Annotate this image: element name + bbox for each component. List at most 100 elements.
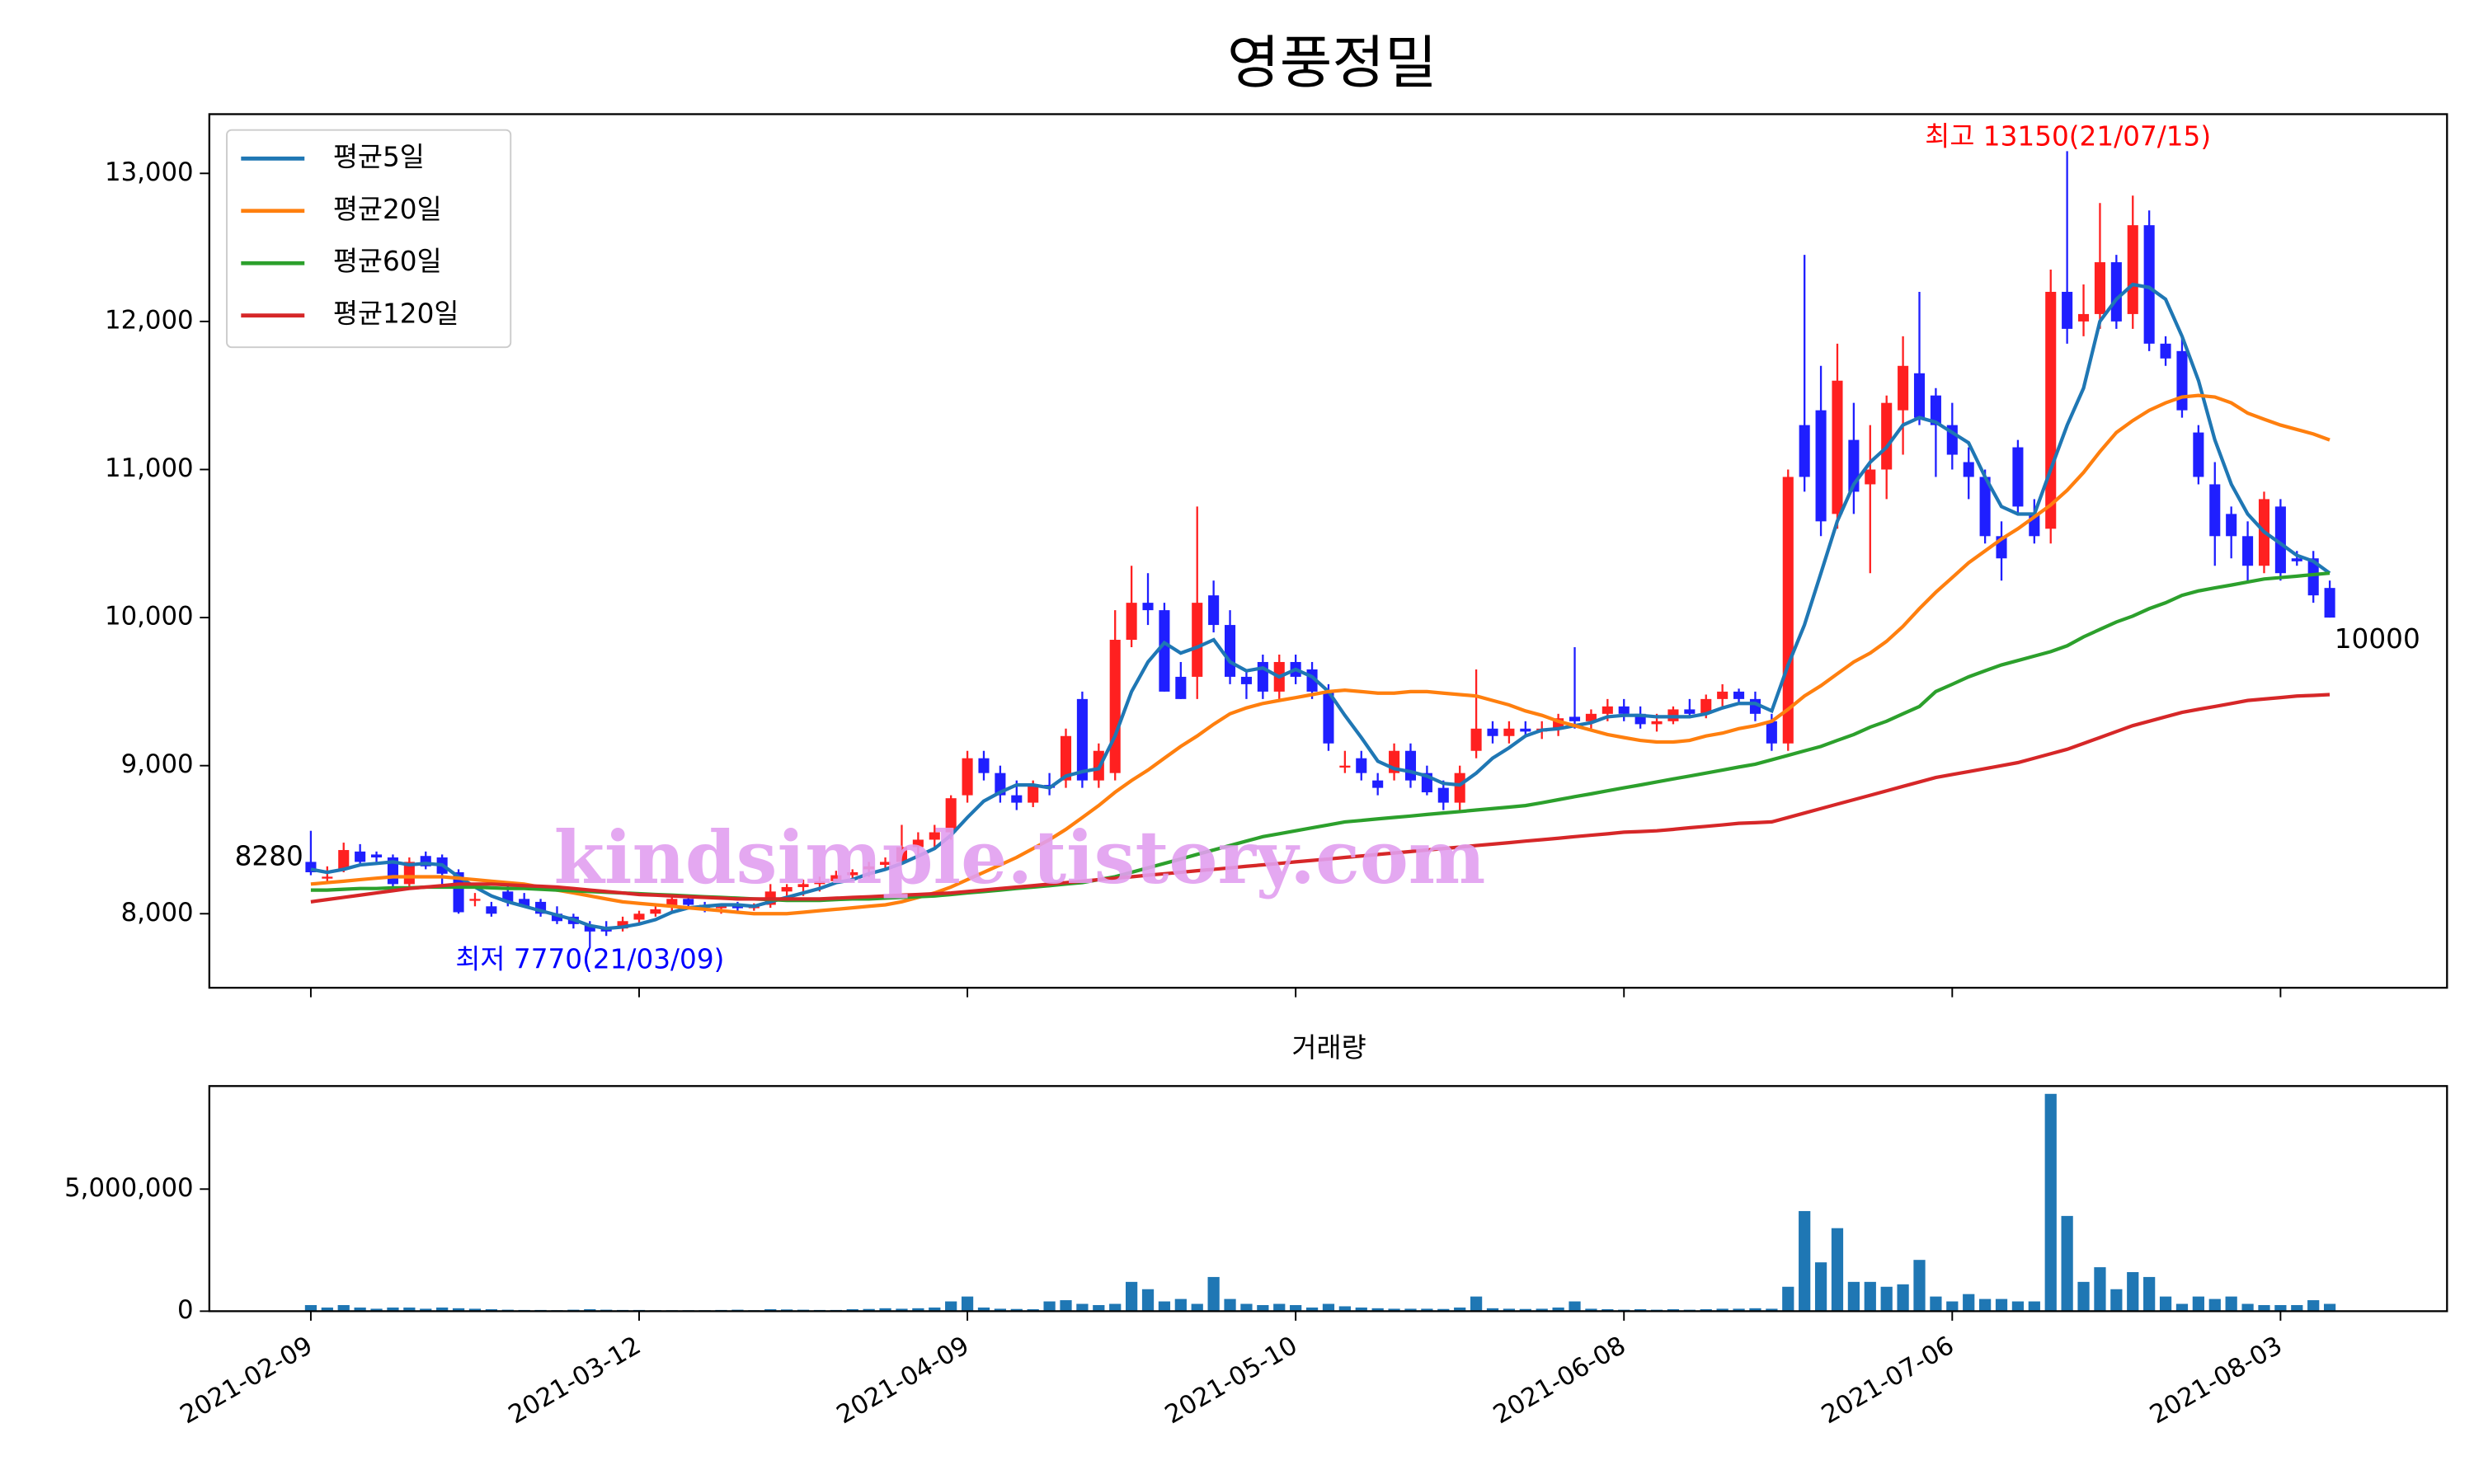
volume-bar — [846, 1309, 858, 1312]
candle-body — [1503, 728, 1515, 736]
volume-bar — [1404, 1308, 1417, 1312]
volume-bar — [1043, 1301, 1056, 1312]
volume-bar — [485, 1309, 497, 1312]
candle-body — [1832, 380, 1843, 514]
legend-label: 평균20일 — [333, 194, 442, 225]
volume-bar — [1371, 1308, 1384, 1312]
candle-body — [1011, 795, 1023, 803]
candle-body — [1979, 477, 1991, 537]
annotation: 8280 — [235, 840, 303, 871]
volume-bar — [977, 1307, 990, 1312]
candle-body — [551, 913, 563, 922]
legend-label: 평균60일 — [333, 246, 442, 277]
candle-body — [1159, 610, 1170, 692]
candle-body — [715, 906, 727, 909]
volume-bar — [337, 1304, 350, 1312]
candle-body — [731, 906, 743, 909]
volume-bar — [436, 1307, 449, 1312]
volume-bar — [1569, 1301, 1581, 1312]
candle-body — [1192, 603, 1203, 677]
volume-bar — [1240, 1303, 1253, 1312]
candle-body — [1881, 402, 1893, 470]
candle-body — [1076, 698, 1088, 781]
volume-bar — [1207, 1276, 1220, 1312]
y-tick-label: 12,000 — [105, 305, 194, 335]
volume-bar — [1864, 1281, 1876, 1312]
volume-bar — [2192, 1296, 2204, 1312]
candle-body — [2242, 536, 2254, 566]
volume-bar — [1191, 1303, 1203, 1312]
volume-bar — [1388, 1308, 1400, 1312]
candle-body — [2127, 225, 2138, 314]
candle-body — [453, 871, 464, 913]
candle-body — [2291, 558, 2302, 561]
candle-body — [1684, 709, 1696, 714]
volume-bar — [1355, 1307, 1367, 1312]
candle-body — [2307, 558, 2319, 596]
candle-body — [1372, 780, 1384, 788]
candle-body — [929, 832, 940, 840]
volume-bar — [387, 1307, 399, 1312]
volume-bar — [2061, 1215, 2073, 1312]
candle-body — [1109, 640, 1121, 773]
candle-body — [633, 913, 645, 920]
volume-bar — [2274, 1304, 2287, 1312]
candle-body — [1028, 785, 1039, 803]
volume-bar — [945, 1301, 957, 1312]
volume-bar — [2175, 1303, 2189, 1312]
volume-bar — [2159, 1296, 2172, 1312]
candle-body — [519, 899, 530, 907]
candle-body — [1733, 691, 1745, 699]
moving-average-line — [310, 693, 2331, 904]
candle-body — [978, 758, 990, 773]
volume-bar — [1782, 1286, 1794, 1312]
volume-bar — [2291, 1304, 2303, 1312]
volume-bar — [1503, 1308, 1516, 1312]
volume-bar — [452, 1308, 465, 1312]
volume-bar — [1437, 1308, 1450, 1312]
candle-body — [1240, 676, 1252, 684]
candle-body — [1470, 728, 1482, 751]
volume-bar — [2143, 1276, 2156, 1312]
annotation: 최고 13150(21/07/15) — [1925, 120, 2211, 152]
volume-bar — [2011, 1301, 2025, 1312]
candle-body — [1339, 765, 1351, 768]
volume-bar — [1486, 1308, 1499, 1312]
y-tick-label: 9,000 — [121, 749, 194, 779]
y-tick-label: 8,000 — [121, 898, 194, 928]
volume-bar — [1536, 1308, 1548, 1312]
candle-body — [1782, 477, 1794, 744]
volume-bar — [994, 1308, 1006, 1312]
axes-frame — [208, 113, 2448, 989]
candle-body — [2193, 432, 2204, 477]
candle-body — [1142, 603, 1154, 611]
candle-body — [650, 909, 661, 914]
candle-body — [2143, 225, 2155, 344]
y-tick-label: 5,000,000 — [64, 1173, 194, 1203]
candle-body — [2062, 291, 2073, 329]
candle-body — [1618, 706, 1630, 714]
candle-body — [338, 850, 350, 870]
volume-bar — [863, 1308, 875, 1312]
volume-bar — [1847, 1281, 1860, 1312]
volume-bar — [2127, 1271, 2139, 1312]
candle-body — [1913, 373, 1926, 418]
y-tick-label: 0 — [177, 1295, 194, 1325]
candle-body — [2078, 313, 2090, 322]
volume-bar — [1158, 1301, 1171, 1312]
candle-body — [1487, 728, 1498, 736]
moving-average-line — [310, 393, 2331, 916]
candle-body — [322, 876, 333, 879]
volume-title: 거래량 — [1291, 1032, 1366, 1064]
volume-bar — [1470, 1296, 1483, 1312]
volume-bar — [2077, 1281, 2090, 1312]
volume-bar — [1831, 1228, 1844, 1312]
annotation: 10000 — [2335, 623, 2420, 655]
volume-bar — [321, 1307, 333, 1312]
volume-bar — [1224, 1298, 1236, 1312]
candle-body — [1323, 691, 1334, 744]
legend-label: 평균120일 — [333, 298, 459, 330]
volume-bar — [1799, 1210, 1811, 1312]
moving-average-line — [310, 282, 2331, 931]
volume-bar — [2258, 1304, 2270, 1312]
